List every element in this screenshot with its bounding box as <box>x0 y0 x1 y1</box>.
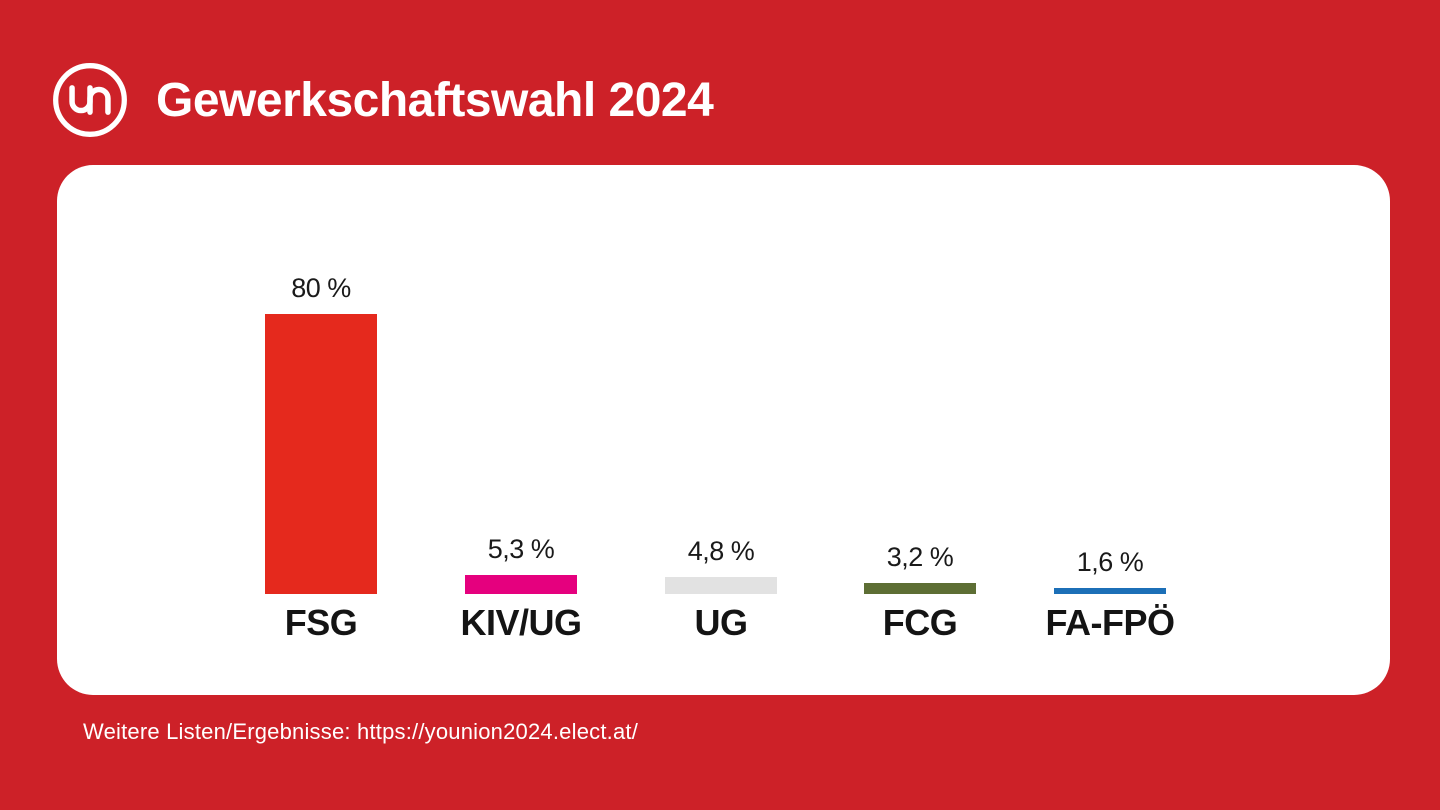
bar-value-label: 80 % <box>291 273 351 303</box>
footer-note: Weitere Listen/Ergebnisse: https://youni… <box>83 719 639 744</box>
bar-group-fa-fp-: 1,6 % FA-FPÖ <box>1020 165 1200 695</box>
chart-card: 80 % FSG 5,3 % KIV/UG 4,8 % UG 3,2 % FCG 1,6 % FA… <box>57 165 1390 695</box>
bar-group-fcg: 3,2 % FCG <box>830 165 1010 695</box>
header: Gewerkschaftswahl 2024 <box>52 60 714 140</box>
bar-value-label: 4,8 % <box>687 536 755 567</box>
bar-rect <box>265 314 377 594</box>
bar-group-ug: 4,8 % UG <box>631 165 811 695</box>
bar-group-kiv-ug: 5,3 % KIV/UG <box>431 165 611 695</box>
bar-value-label: 3,2 % <box>886 541 954 572</box>
bar-rect <box>1054 588 1166 594</box>
bar-value-label: 5,3 % <box>487 534 555 565</box>
bar-rect <box>864 582 976 594</box>
page-title: Gewerkschaftswahl 2024 <box>156 73 714 127</box>
bar-rect <box>665 577 777 594</box>
bar-category-label: KIV/UG <box>460 602 582 643</box>
bar-category-label: UG <box>694 602 749 643</box>
bar-category-label: FA-FPÖ <box>1045 602 1176 643</box>
bar-category-label: FSG <box>284 602 358 643</box>
bar-value-label: 1,6 % <box>1076 547 1144 578</box>
bar-category-label: FCG <box>882 602 958 643</box>
younion-logo-icon <box>53 63 127 137</box>
bar-rect <box>465 575 577 594</box>
bar-group-fsg: 80 % FSG <box>231 165 411 695</box>
